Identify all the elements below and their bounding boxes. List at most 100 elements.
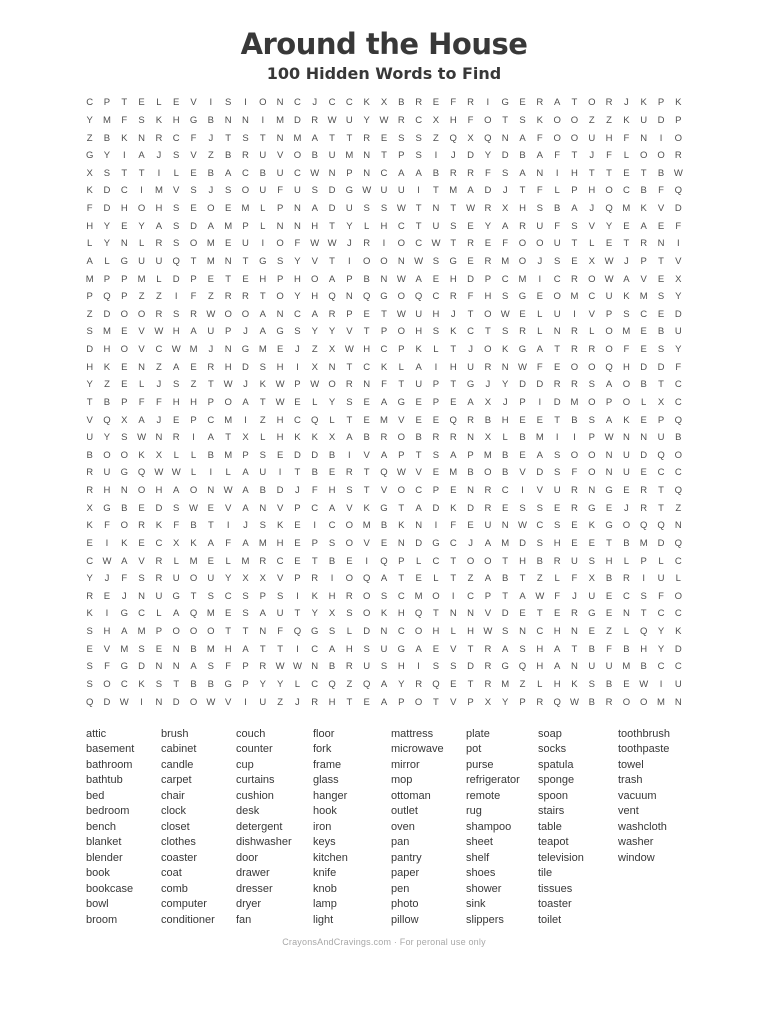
grid-letter: V — [346, 326, 353, 338]
grid-letter: V — [276, 573, 284, 585]
word-list-item: blender — [86, 851, 123, 864]
grid-letter: C — [397, 590, 405, 602]
grid-letter: P — [86, 291, 93, 303]
word-list-item: window — [618, 851, 655, 864]
grid-letter: J — [243, 326, 248, 338]
grid-letter: C — [588, 291, 596, 303]
grid-letter: M — [206, 238, 215, 250]
grid-letter: W — [310, 379, 320, 391]
grid-letter: D — [415, 537, 423, 549]
grid-letter: G — [466, 379, 475, 391]
grid-letter: Q — [85, 696, 94, 708]
grid-letter: T — [363, 467, 370, 479]
grid-letter: T — [554, 414, 561, 426]
grid-letter: K — [623, 114, 630, 126]
grid-letter: M — [501, 678, 510, 690]
grid-letter: Z — [259, 414, 266, 426]
grid-letter: O — [484, 114, 492, 126]
grid-letter: D — [190, 220, 197, 232]
grid-letter: S — [259, 449, 266, 461]
grid-letter: T — [259, 396, 266, 408]
grid-letter: A — [519, 167, 526, 179]
grid-letter: W — [604, 255, 614, 267]
word-list-item: clothes — [161, 836, 196, 849]
grid-letter: E — [588, 537, 595, 549]
grid-letter: C — [674, 379, 682, 391]
grid-letter: U — [674, 678, 682, 690]
grid-letter: G — [259, 255, 267, 267]
grid-letter: E — [207, 273, 215, 285]
grid-letter: N — [397, 537, 405, 549]
grid-letter: F — [156, 396, 162, 408]
grid-letter: A — [553, 97, 561, 109]
grid-letter: S — [346, 608, 353, 620]
grid-letter: Q — [674, 185, 683, 197]
grid-letter: A — [415, 273, 422, 285]
word-list-item: coaster — [161, 851, 198, 864]
grid-letter: R — [640, 238, 648, 250]
grid-letter: Y — [502, 379, 509, 391]
grid-letter: D — [242, 361, 249, 373]
grid-letter: P — [121, 396, 128, 408]
grid-letter: P — [276, 203, 284, 215]
grid-letter: N — [328, 361, 336, 373]
grid-letter: F — [675, 361, 682, 373]
grid-letter: M — [535, 432, 544, 444]
grid-letter: Q — [380, 467, 388, 479]
grid-letter: O — [640, 696, 648, 708]
grid-letter: G — [588, 608, 596, 620]
grid-letter: R — [588, 344, 596, 356]
grid-letter: O — [570, 449, 579, 461]
grid-letter: B — [311, 150, 318, 162]
grid-letter: A — [536, 344, 543, 356]
grid-letter: B — [311, 467, 318, 479]
grid-letter: U — [553, 308, 561, 320]
grid-letter: A — [415, 167, 422, 179]
word-list-item: mattress — [391, 727, 434, 740]
word-list-item: mop — [391, 774, 413, 787]
grid-letter: N — [415, 520, 423, 532]
grid-letter: N — [571, 626, 578, 638]
grid-letter: F — [554, 590, 561, 602]
grid-letter: E — [155, 643, 163, 655]
grid-letter: E — [450, 485, 457, 497]
grid-letter: U — [259, 696, 267, 708]
grid-letter: L — [675, 573, 681, 585]
grid-letter: J — [295, 696, 300, 708]
grid-letter: U — [172, 573, 180, 585]
grid-letter: N — [467, 432, 474, 444]
grid-letter: L — [260, 432, 266, 444]
grid-letter: O — [484, 344, 492, 356]
grid-letter: G — [518, 291, 527, 303]
grid-letter: S — [415, 132, 422, 144]
grid-letter: V — [657, 203, 665, 215]
grid-letter: E — [190, 167, 197, 179]
grid-letter: T — [225, 132, 232, 144]
grid-letter: N — [622, 432, 630, 444]
grid-letter: N — [224, 114, 232, 126]
grid-letter: F — [225, 537, 232, 549]
grid-letter: F — [658, 590, 664, 602]
grid-letter: T — [450, 573, 457, 585]
grid-letter: O — [120, 520, 128, 532]
grid-letter: U — [553, 485, 561, 497]
grid-letter: I — [209, 97, 213, 109]
grid-letter: H — [172, 396, 180, 408]
grid-letter: N — [276, 308, 284, 320]
grid-letter: T — [502, 590, 509, 602]
grid-letter: M — [224, 220, 233, 232]
grid-letter: Q — [432, 678, 440, 690]
grid-letter: A — [623, 273, 630, 285]
grid-letter: X — [242, 573, 249, 585]
grid-letter: L — [415, 555, 422, 567]
word-list-item: pen — [391, 882, 410, 895]
grid-letter: W — [673, 167, 683, 179]
grid-letter: S — [242, 590, 249, 602]
grid-letter: L — [641, 396, 647, 408]
grid-letter: R — [536, 97, 544, 109]
grid-letter: F — [623, 344, 630, 356]
grid-letter: S — [380, 590, 388, 602]
grid-letter: T — [259, 643, 266, 655]
grid-letter: C — [293, 308, 301, 320]
grid-letter: A — [415, 502, 422, 514]
